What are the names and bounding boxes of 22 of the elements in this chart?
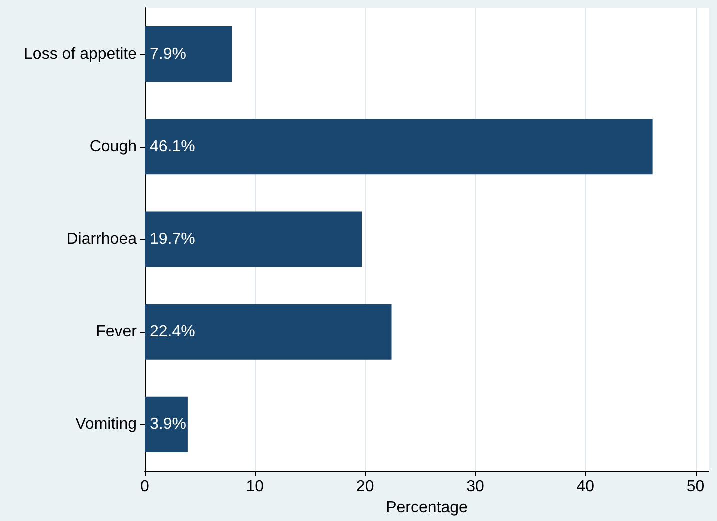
x-tick-label: 10 — [246, 478, 264, 496]
bar — [145, 212, 362, 268]
x-tick-label: 30 — [466, 478, 484, 496]
x-tick-label: 50 — [686, 478, 705, 496]
y-tick-label: Cough — [90, 138, 137, 156]
x-tick-label: 40 — [576, 478, 595, 496]
bar — [145, 304, 392, 360]
y-tick-label: Fever — [96, 324, 138, 341]
data-label: 22.4% — [150, 324, 196, 341]
bar — [145, 396, 188, 452]
y-tick-label: Diarrhoea — [66, 231, 138, 248]
x-tick-label: 0 — [140, 478, 150, 496]
data-label: 46.1% — [150, 138, 196, 156]
data-label: 3.9% — [150, 416, 186, 434]
x-axis-title: Percentage — [386, 499, 468, 516]
y-tick-label: Loss of appetite — [24, 46, 138, 63]
bar — [145, 119, 653, 175]
y-tick-label: Vomiting — [76, 416, 137, 434]
data-label: 7.9% — [150, 46, 186, 63]
bar — [145, 26, 232, 82]
x-tick-label: 20 — [356, 478, 374, 496]
data-label: 19.7% — [150, 231, 196, 248]
